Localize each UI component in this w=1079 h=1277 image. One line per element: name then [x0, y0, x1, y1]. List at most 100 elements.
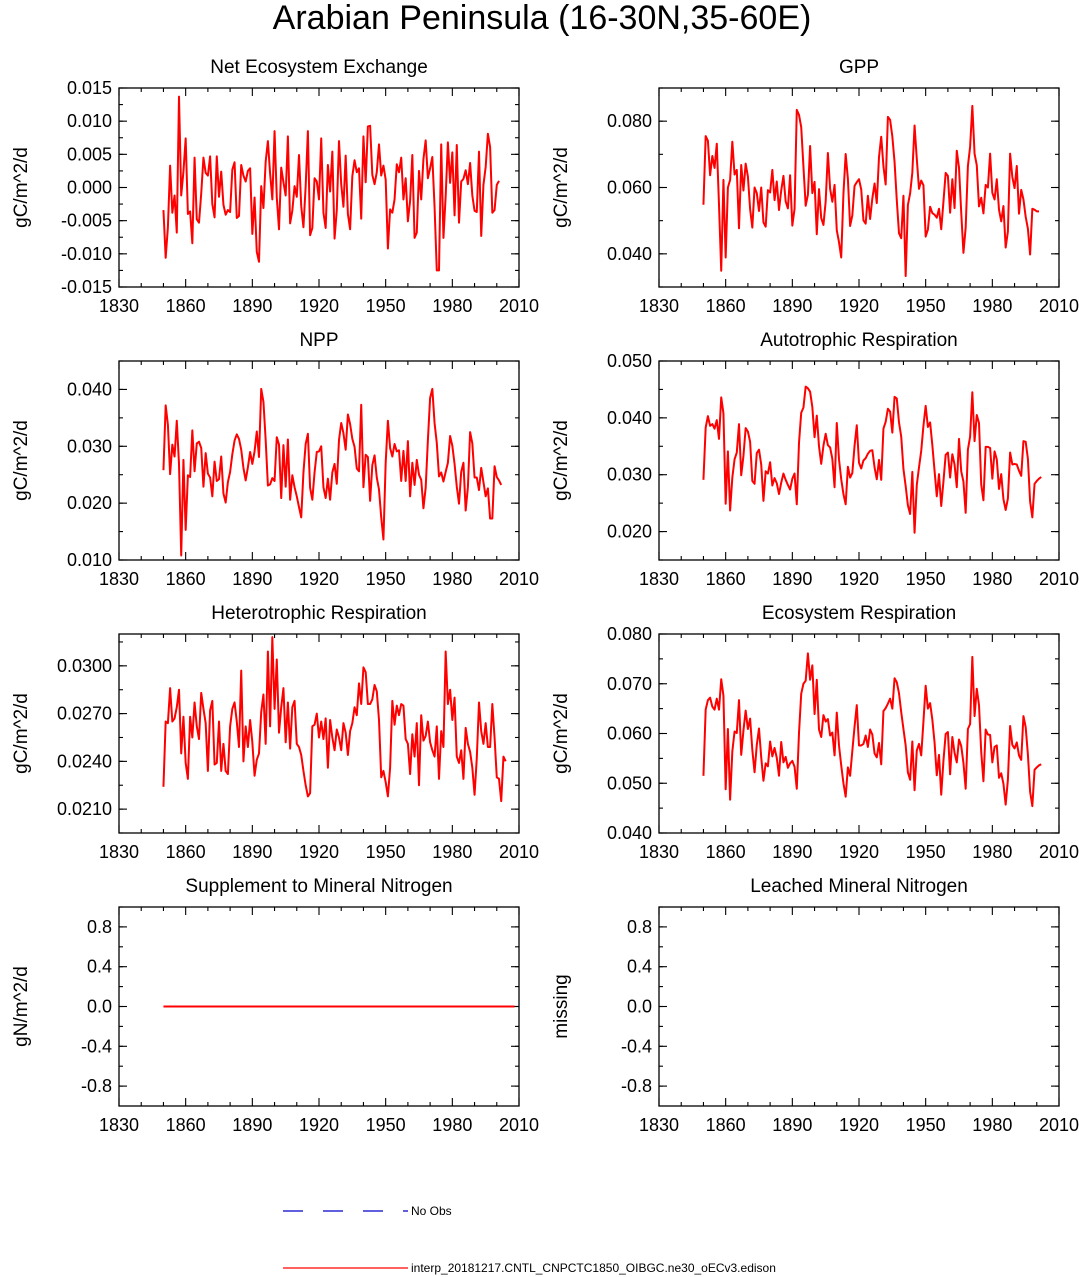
x-tick-label: 1830: [639, 1115, 679, 1135]
x-tick-label: 1860: [166, 296, 206, 316]
panel-net-ecosystem-exchange: Net Ecosystem Exchange gC/m^2/d 1830 1860 18…: [11, 57, 539, 316]
x-tick-label: 1920: [299, 1115, 339, 1135]
panel-gpp: GPP gC/m^2/d 1830 1860 1890 1920 1950 1980 2010 0…: [551, 57, 1079, 316]
plot-frame-supplement-to-mineral-nitrogen: [118, 906, 520, 1107]
series-line-npp: [162, 387, 503, 557]
x-tick-label: 1980: [432, 569, 472, 589]
x-tick-label: 1830: [639, 569, 679, 589]
y-tick-label: 0.0210: [57, 799, 112, 819]
y-tick-label: -0.015: [61, 277, 112, 297]
x-tick-label: 1920: [839, 1115, 879, 1135]
x-tick-label: 1860: [706, 1115, 746, 1135]
plot-frame-autotrophic-respiration: [658, 360, 1060, 561]
y-tick-label: -0.4: [621, 1036, 652, 1056]
x-tick-label: 1980: [432, 1115, 472, 1135]
x-tick-label: 1980: [432, 296, 472, 316]
x-tick-label: 1950: [906, 842, 946, 862]
x-tick-label: 1950: [906, 1115, 946, 1135]
x-tick-label: 1950: [366, 569, 406, 589]
plot-frame-net-ecosystem-exchange: [118, 87, 520, 288]
panel-leached-mineral-nitrogen: Leached Mineral Nitrogen missing 1830 1860 1…: [551, 876, 1079, 1135]
x-tick-label: 2010: [1039, 1115, 1079, 1135]
x-tick-label: 1860: [706, 569, 746, 589]
x-tick-label: 1830: [99, 569, 139, 589]
x-tick-label: 1830: [99, 296, 139, 316]
y-tick-label: 0.0: [627, 997, 652, 1017]
panel-supplement-to-mineral-nitrogen: Supplement to Mineral Nitrogen gN/m^2/d 18…: [11, 876, 539, 1135]
x-tick-label: 1860: [166, 842, 206, 862]
panel-title-npp: NPP: [299, 330, 338, 351]
panel-title-gpp: GPP: [839, 57, 879, 78]
series-line-net-ecosystem-exchange: [162, 95, 500, 272]
x-tick-label: 1830: [99, 842, 139, 862]
x-tick-label: 1980: [972, 569, 1012, 589]
x-tick-label: 1980: [432, 842, 472, 862]
y-axis-label-supplement-to-mineral-nitrogen: gN/m^2/d: [11, 966, 32, 1047]
y-tick-label: 0.040: [607, 408, 652, 428]
y-tick-label: -0.8: [81, 1076, 112, 1096]
series-line-ecosystem-respiration: [702, 652, 1042, 808]
x-tick-label: 2010: [499, 569, 539, 589]
x-tick-label: 1950: [366, 842, 406, 862]
panel-autotrophic-respiration: Autotrophic Respiration gC/m^2/d 1830 1860 1…: [551, 330, 1079, 589]
y-tick-label: 0.030: [67, 436, 112, 456]
panel-title-autotrophic-respiration: Autotrophic Respiration: [760, 330, 958, 351]
x-tick-label: 1950: [366, 1115, 406, 1135]
x-tick-label: 1860: [706, 842, 746, 862]
y-tick-label: 0.4: [87, 957, 112, 977]
y-tick-label: 0.005: [67, 144, 112, 164]
y-axis-label-autotrophic-respiration: gC/m^2/d: [551, 420, 572, 501]
x-tick-label: 1890: [772, 296, 812, 316]
panels: Net Ecosystem Exchange gC/m^2/d 1830 1860 18…: [11, 57, 1079, 1135]
y-tick-label: 0.040: [67, 379, 112, 399]
x-tick-label: 1950: [906, 569, 946, 589]
x-tick-label: 1950: [906, 296, 946, 316]
x-tick-label: 1830: [639, 296, 679, 316]
y-tick-label: -0.4: [81, 1036, 112, 1056]
panel-npp: NPP gC/m^2/d 1830 1860 1890 1920 1950 1980 2010 0…: [11, 330, 539, 589]
y-axis-label-ecosystem-respiration: gC/m^2/d: [551, 693, 572, 774]
x-tick-label: 1890: [232, 1115, 272, 1135]
panel-ecosystem-respiration: Ecosystem Respiration gC/m^2/d 1830 1860 189…: [551, 603, 1079, 862]
panel-title-heterotrophic-respiration: Heterotrophic Respiration: [211, 603, 426, 624]
panel-title-leached-mineral-nitrogen: Leached Mineral Nitrogen: [750, 876, 968, 897]
y-tick-label: 0.020: [607, 522, 652, 542]
y-tick-label: 0.4: [627, 957, 652, 977]
y-axis-label-gpp: gC/m^2/d: [551, 147, 572, 228]
x-tick-label: 2010: [499, 842, 539, 862]
x-tick-label: 1920: [839, 842, 879, 862]
x-tick-label: 1890: [772, 569, 812, 589]
y-tick-label: 0.015: [67, 78, 112, 98]
y-tick-label: 0.080: [607, 624, 652, 644]
x-tick-label: 1920: [299, 296, 339, 316]
series-line-autotrophic-respiration: [702, 385, 1042, 534]
y-tick-label: -0.005: [61, 211, 112, 231]
x-tick-label: 1890: [232, 842, 272, 862]
y-tick-label: 0.040: [607, 823, 652, 843]
x-tick-label: 1920: [299, 842, 339, 862]
y-tick-label: 0.8: [87, 917, 112, 937]
panel-title-ecosystem-respiration: Ecosystem Respiration: [762, 603, 956, 624]
y-tick-label: 0.0: [87, 997, 112, 1017]
y-tick-label: 0.0240: [57, 751, 112, 771]
y-tick-label: 0.0300: [57, 656, 112, 676]
x-tick-label: 1920: [299, 569, 339, 589]
x-tick-label: 2010: [1039, 842, 1079, 862]
x-tick-label: 1860: [166, 1115, 206, 1135]
y-tick-label: -0.010: [61, 244, 112, 264]
x-tick-label: 1890: [772, 1115, 812, 1135]
y-tick-label: 0.030: [607, 465, 652, 485]
plot-frame-heterotrophic-respiration: [118, 633, 520, 834]
y-tick-label: 0.050: [607, 773, 652, 793]
plot-frame-ecosystem-respiration: [658, 633, 1060, 834]
y-tick-label: 0.040: [607, 244, 652, 264]
plot-frame-gpp: [658, 87, 1060, 288]
y-tick-label: 0.060: [607, 178, 652, 198]
y-tick-label: 0.060: [607, 724, 652, 744]
x-tick-label: 1890: [232, 296, 272, 316]
x-tick-label: 2010: [1039, 569, 1079, 589]
y-axis-label-npp: gC/m^2/d: [11, 420, 32, 501]
legend: No Obs interp_20181217.CNTL_CNPCTC1850_O…: [283, 1204, 776, 1275]
y-tick-label: -0.8: [621, 1076, 652, 1096]
